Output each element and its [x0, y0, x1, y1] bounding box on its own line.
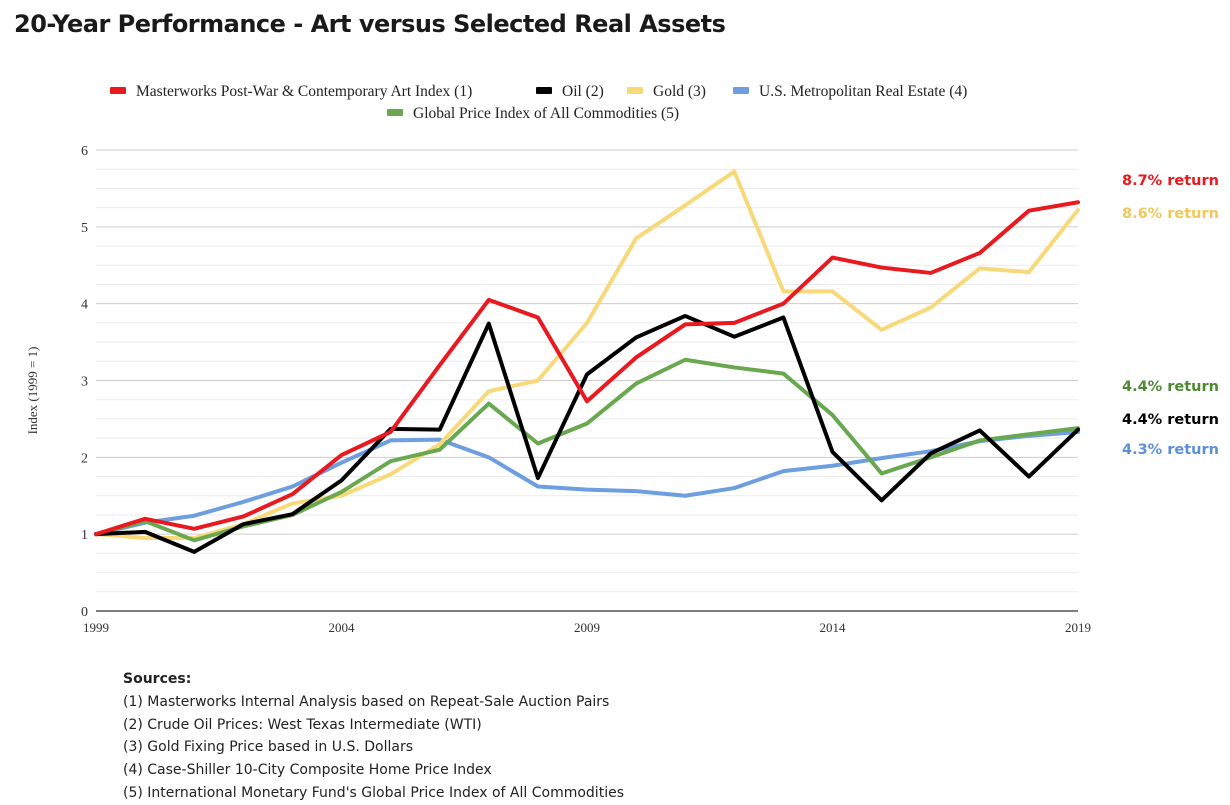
y-tick-label: 2	[81, 451, 88, 466]
x-tick-label: 1999	[83, 620, 109, 635]
source-item-5: (5) International Monetary Fund's Global…	[123, 784, 624, 801]
return-label-1: 8.7% return	[1122, 173, 1219, 189]
source-item-1: (1) Masterworks Internal Analysis based …	[123, 693, 610, 710]
page-title: 20-Year Performance - Art versus Selecte…	[14, 10, 726, 38]
line-chart: 0 1 2 3 4 5 6 1999 2004 2009 2014 2019 Index (1999 =…	[25, 83, 1219, 635]
return-label-2: 4.4% return	[1122, 412, 1219, 428]
series-line-2	[94, 313, 1080, 554]
y-tick-label: 4	[81, 298, 88, 313]
y-axis-label: Index (1999 = 1)	[25, 347, 40, 435]
legend-label-5: Global Price Index of All Commodities (5…	[413, 105, 679, 122]
legend-swatch-1	[110, 87, 126, 94]
legend-label-4: U.S. Metropolitan Real Estate (4)	[759, 83, 967, 100]
legend-swatch-5	[387, 109, 403, 116]
legend-swatch-3	[627, 87, 643, 94]
source-item-3: (3) Gold Fixing Price based in U.S. Doll…	[123, 739, 413, 756]
legend-label-2: Oil (2)	[562, 83, 604, 100]
legend-label-3: Gold (3)	[653, 83, 706, 100]
x-tick-label: 2019	[1065, 620, 1091, 635]
y-tick-label: 1	[81, 528, 88, 543]
legend-swatch-4	[733, 87, 749, 94]
sources-block: Sources: (1) Masterworks Internal Analys…	[123, 668, 624, 805]
series-line-3	[94, 169, 1080, 541]
x-tick-label: 2009	[574, 620, 600, 635]
source-item-2: (2) Crude Oil Prices: West Texas Interme…	[123, 716, 482, 733]
x-tick-label: 2004	[329, 620, 356, 635]
y-tick-label: 3	[81, 375, 88, 390]
y-tick-label: 5	[81, 221, 88, 236]
source-item-4: (4) Case-Shiller 10-City Composite Home …	[123, 762, 492, 779]
legend-swatch-2	[536, 87, 552, 94]
return-label-5: 4.4% return	[1122, 379, 1219, 395]
series-line-4	[94, 429, 1080, 537]
y-tick-label: 6	[81, 144, 88, 159]
y-tick-label: 0	[81, 605, 88, 620]
return-label-3: 8.6% return	[1122, 206, 1219, 222]
legend-label-1: Masterworks Post-War & Contemporary Art …	[136, 83, 472, 100]
sources-heading: Sources:	[123, 671, 192, 687]
x-tick-label: 2014	[820, 620, 847, 635]
return-label-4: 4.3% return	[1122, 442, 1219, 458]
series-line-1	[94, 200, 1080, 537]
